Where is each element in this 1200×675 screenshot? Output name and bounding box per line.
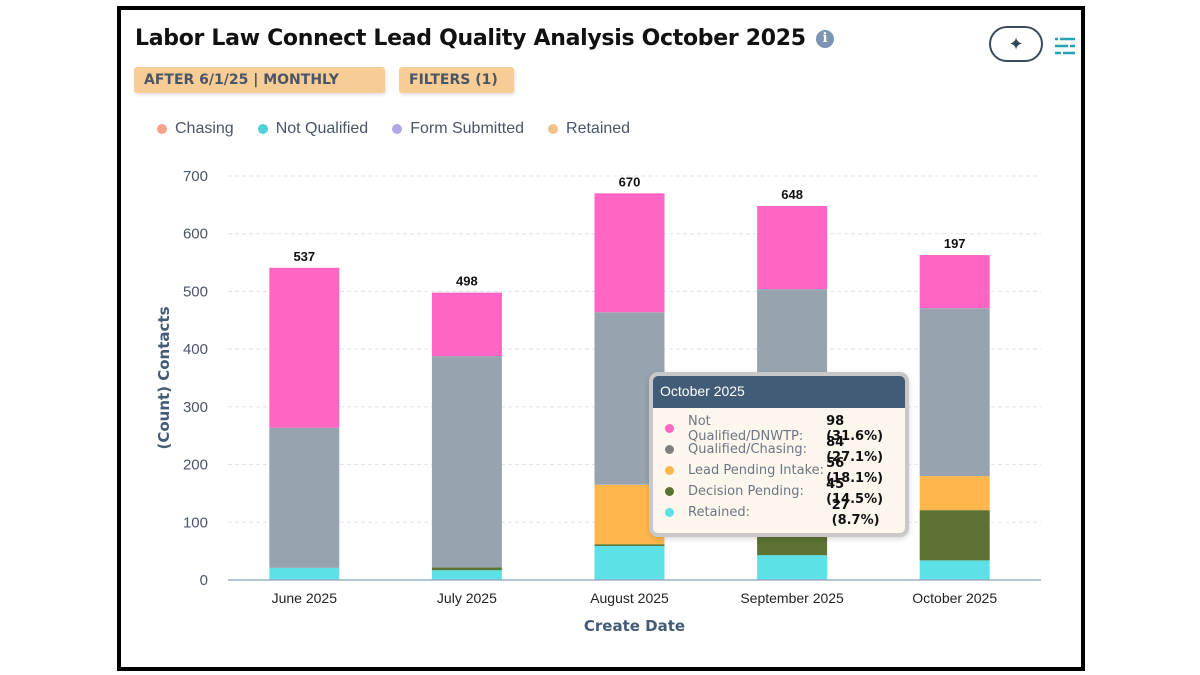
tooltip-swatch — [665, 487, 674, 496]
bar-segment — [919, 308, 990, 477]
tooltip-value: 98 (31.6%) — [826, 413, 884, 444]
tooltip-body: Not Qualified/DNWTP: 98 (31.6%) Qualified/… — [653, 408, 905, 528]
bar-segment — [919, 510, 990, 561]
bar-segment — [757, 206, 828, 290]
chart-plot: 0 100 200 300 400 500 600 700 (Count) Contacts 53… — [155, 168, 1041, 635]
info-icon[interactable]: i — [815, 29, 834, 48]
tooltip-swatch — [665, 445, 674, 454]
sliders-icon[interactable] — [1054, 35, 1076, 57]
tooltip-row: Qualified/Chasing: 84 (27.1%) — [665, 435, 897, 465]
bar-segment — [431, 292, 502, 357]
sparkle-icon: ✦ — [1008, 33, 1024, 54]
filters-button[interactable]: FILTERS (1) — [399, 67, 514, 93]
legend-item[interactable]: Retained — [548, 120, 630, 138]
ai-assist-button[interactable]: ✦ — [989, 26, 1043, 62]
tooltip-swatch — [665, 508, 674, 517]
y-tick-label: 500 — [183, 283, 208, 300]
y-tick-label: 0 — [200, 572, 208, 589]
chart-title: Labor Law Connect Lead Quality Analysis … — [135, 26, 834, 51]
legend-swatch — [548, 124, 559, 134]
chart-title-text: Labor Law Connect Lead Quality Analysis … — [135, 26, 806, 51]
x-tick-label: August 2025 — [590, 590, 669, 606]
x-tick-label: June 2025 — [272, 590, 338, 606]
legend-swatch — [257, 124, 268, 134]
y-axis-label: (Count) Contacts — [155, 306, 173, 449]
tooltip-value: 45 (14.5%) — [826, 476, 884, 507]
bar-segment — [919, 255, 990, 309]
tooltip-label: Decision Pending: — [688, 484, 804, 499]
tooltip-label: Lead Pending Intake: — [688, 463, 825, 478]
x-tick-label: October 2025 — [912, 590, 997, 606]
legend-label: Form Submitted — [410, 120, 525, 137]
bar-segment — [919, 476, 990, 511]
legend-swatch — [392, 124, 403, 134]
bar-total-label: 498 — [456, 274, 478, 289]
y-tick-label: 100 — [183, 514, 208, 531]
bar-segment — [431, 356, 502, 568]
x-tick-label: September 2025 — [740, 590, 844, 606]
tooltip-swatch — [665, 466, 674, 475]
chart-card: Labor Law Connect Lead Quality Analysis … — [117, 6, 1085, 671]
bar-total-label: 670 — [619, 174, 641, 189]
tooltip-value: 27 (8.7%) — [831, 497, 880, 528]
tooltip-title: October 2025 — [653, 376, 905, 408]
bar-segment — [594, 545, 665, 580]
legend-item[interactable]: Form Submitted — [392, 120, 524, 138]
tooltip-row: Not Qualified/DNWTP: 98 (31.6%) — [665, 414, 897, 444]
bar-segment — [919, 560, 990, 580]
legend-item[interactable]: Not Qualified — [257, 120, 369, 138]
bar-segment — [594, 544, 665, 546]
legend-swatch — [157, 124, 167, 134]
bar-segment — [269, 567, 340, 580]
legend-label: Chasing — [175, 120, 234, 137]
tooltip-label: Qualified/Chasing: — [688, 442, 808, 457]
y-tick-label: 200 — [183, 457, 208, 474]
y-tick-label: 300 — [183, 399, 208, 416]
bar-segment — [594, 193, 665, 313]
tooltip-swatch — [665, 424, 674, 433]
bar-segment — [757, 555, 828, 580]
bar-total-label: 648 — [781, 187, 803, 202]
tooltip-label: Not Qualified/DNWTP: — [688, 413, 804, 444]
date-range-filter-button[interactable]: AFTER 6/1/25 | MONTHLY — [134, 67, 385, 93]
bar-total-label: 197 — [944, 236, 966, 251]
legend-item[interactable]: Chasing — [157, 120, 234, 138]
y-tick-label: 600 — [183, 226, 208, 243]
tooltip-row: Decision Pending: 45 (14.5%) — [665, 477, 897, 507]
tooltip-row: Retained: 27 (8.7%) — [665, 498, 897, 528]
chart-tooltip: October 2025 Not Qualified/DNWTP: 98 (31.… — [649, 372, 909, 537]
tooltip-value: 56 (18.1%) — [826, 455, 884, 486]
y-tick-label: 700 — [183, 168, 208, 185]
bar-segment — [431, 567, 502, 571]
tooltip-label: Retained: — [688, 505, 750, 520]
bar-total-label: 537 — [293, 249, 315, 264]
y-tick-label: 400 — [183, 341, 208, 358]
legend-label: Not Qualified — [275, 120, 369, 137]
bar-segment — [269, 427, 340, 568]
tooltip-row: Lead Pending Intake: 56 (18.1%) — [665, 456, 897, 486]
x-axis-label: Create Date — [584, 617, 685, 635]
bar-segment — [269, 267, 340, 428]
x-tick-label: July 2025 — [437, 590, 497, 606]
legend-label: Retained — [566, 120, 631, 137]
chart-legend: Chasing Not Qualified Form Submitted Retain… — [157, 120, 630, 138]
tooltip-value: 84 (27.1%) — [826, 434, 884, 465]
bar-segment — [431, 570, 502, 580]
